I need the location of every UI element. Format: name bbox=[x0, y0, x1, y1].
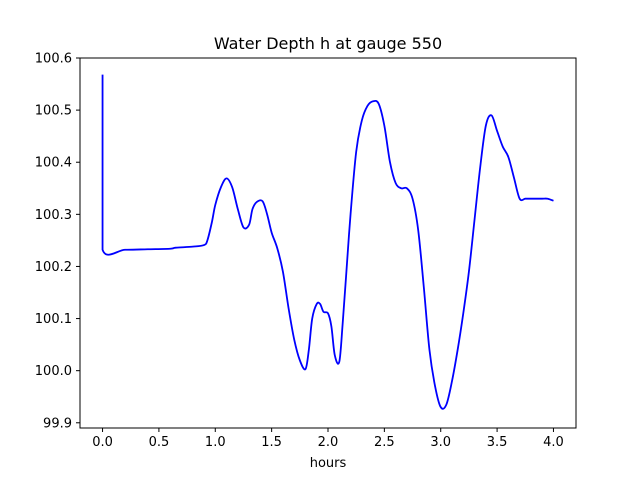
y-tick-label: 100.4 bbox=[35, 156, 72, 171]
x-tick-label: 2.5 bbox=[374, 435, 395, 450]
y-tick-label: 100.0 bbox=[35, 364, 72, 379]
y-tick-label: 100.6 bbox=[35, 52, 72, 67]
plot-frame bbox=[79, 57, 577, 429]
x-tick-label: 1.0 bbox=[205, 435, 226, 450]
x-tick-label: 4.0 bbox=[543, 435, 564, 450]
x-tick-label: 3.0 bbox=[430, 435, 451, 450]
y-tick-label: 99.9 bbox=[43, 416, 72, 431]
chart-title: Water Depth h at gauge 550 bbox=[214, 34, 442, 53]
y-axis: 99.9 100.0 100.1 100.2 100.3 100.4 100.5 100.6 bbox=[35, 52, 80, 431]
x-tick-label: 0.5 bbox=[149, 435, 170, 450]
x-tick-label: 1.5 bbox=[261, 435, 282, 450]
y-tick-label: 100.3 bbox=[35, 208, 72, 223]
y-tick-label: 100.5 bbox=[35, 104, 72, 119]
y-tick-label: 100.1 bbox=[35, 312, 72, 327]
x-tick-label: 0.0 bbox=[92, 435, 113, 450]
x-tick-label: 3.5 bbox=[487, 435, 508, 450]
y-tick-label: 100.2 bbox=[35, 260, 72, 275]
water-depth-line bbox=[101, 74, 554, 410]
x-axis-label: hours bbox=[310, 456, 347, 471]
x-axis: 0.0 0.5 1.0 1.5 2.0 2.5 3.0 3.5 4.0 bbox=[92, 428, 564, 450]
x-tick-label: 2.0 bbox=[318, 435, 339, 450]
